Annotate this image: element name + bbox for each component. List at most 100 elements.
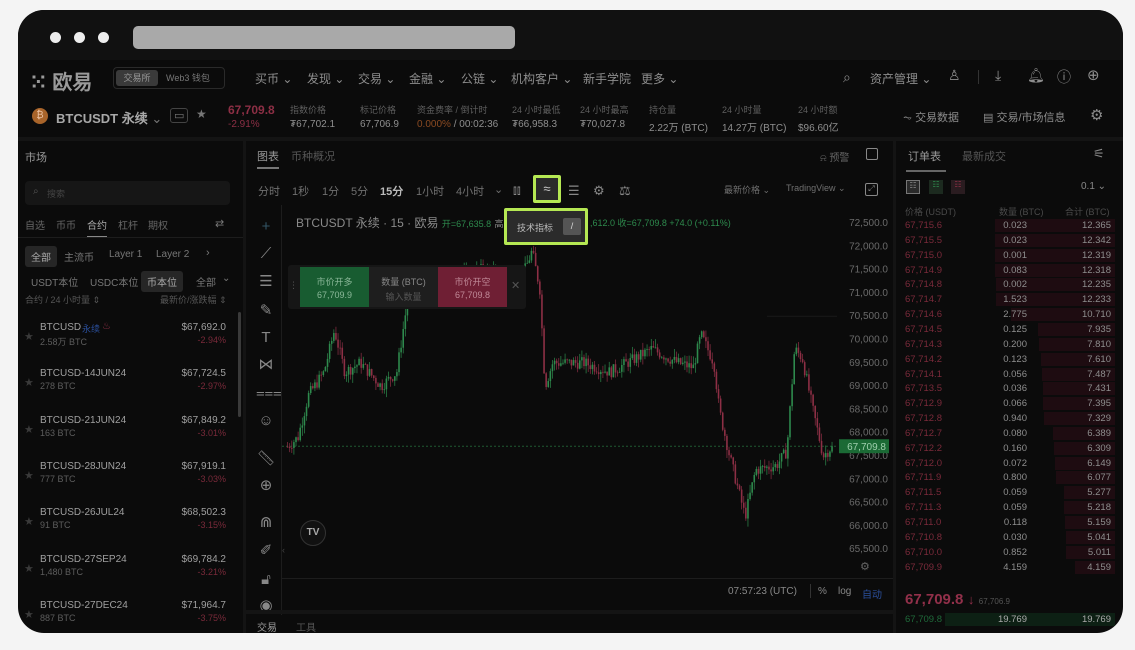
market-list-item[interactable]: ★ BTCUSD-27DEC24 887 BTC $71,964.7 -3.75…	[20, 598, 232, 638]
view-both-icon[interactable]: ☷	[906, 180, 920, 194]
quantity-input[interactable]: 数量 (BTC) 输入数量	[369, 267, 438, 307]
favorite-star-icon[interactable]: ★	[24, 377, 34, 390]
interval-option[interactable]: 分时	[258, 186, 280, 198]
window-dot[interactable]	[50, 32, 61, 43]
view-asks-icon[interactable]: ☷	[951, 180, 965, 194]
layout-list-icon[interactable]: ☰	[568, 183, 580, 198]
ask-row[interactable]: 67,712.8 0.940 7.329	[897, 411, 1119, 426]
ask-row[interactable]: 67,710.8 0.030 5.041	[897, 530, 1119, 545]
measure-icon[interactable]: ⩶	[256, 384, 282, 401]
market-tab[interactable]: 币币	[56, 221, 76, 232]
tab-exchange[interactable]: 交易所	[116, 70, 158, 86]
interval-option[interactable]: 15分	[380, 186, 404, 198]
globe-icon[interactable]: ⊕	[1087, 67, 1100, 84]
download-icon[interactable]: ⤓	[995, 67, 1002, 83]
chart-settings-icon[interactable]: ⚙	[593, 183, 605, 198]
swap-icon[interactable]: ⇄	[215, 218, 225, 230]
ask-row[interactable]: 67,715.5 0.023 12.342	[897, 233, 1119, 248]
close-icon[interactable]: ✕	[511, 280, 521, 292]
ask-row[interactable]: 67,715.6 0.023 12.365	[897, 218, 1119, 233]
ask-row[interactable]: 67,714.9 0.083 12.318	[897, 263, 1119, 278]
market-tab[interactable]: 自选	[25, 221, 45, 232]
interval-option[interactable]: 4小时	[456, 186, 485, 198]
ask-row[interactable]: 67,711.3 0.059 5.218	[897, 500, 1119, 515]
ask-row[interactable]: 67,709.9 4.159 4.159	[897, 560, 1119, 575]
settings-gear-icon[interactable]: ⚙	[1090, 107, 1104, 124]
favorite-star-icon[interactable]: ★	[24, 608, 34, 621]
interval-option[interactable]: 1小时	[416, 186, 445, 198]
tab-trade[interactable]: 交易	[257, 623, 277, 634]
eye-icon[interactable]: ◉	[259, 597, 273, 614]
ask-row[interactable]: 67,712.2 0.160 6.309	[897, 441, 1119, 456]
category-chip[interactable]: Layer 1	[109, 249, 143, 260]
lock-icon[interactable]: 🔓︎	[261, 571, 271, 588]
zoom-in-icon[interactable]: ⊕	[259, 477, 273, 494]
column-header-price[interactable]: 最新价/涨跌幅 ⇕	[160, 295, 227, 305]
interval-option[interactable]: 1秒	[292, 186, 310, 198]
info-icon[interactable]: ▭	[170, 108, 189, 123]
ask-row[interactable]: 67,711.0 0.118 5.159	[897, 515, 1119, 530]
ask-row[interactable]: 67,714.8 0.002 12.235	[897, 277, 1119, 292]
menu-item[interactable]: 机构客户 ⌄	[511, 72, 573, 86]
percent-scale-toggle[interactable]: %	[818, 586, 827, 597]
auto-scale-toggle[interactable]: 自动	[862, 590, 882, 601]
interval-option[interactable]: 5分	[351, 186, 369, 198]
menu-item[interactable]: 公链 ⌄	[461, 72, 499, 86]
price-source-dropdown[interactable]: 最新价格 ⌄	[724, 185, 771, 195]
margin-chip[interactable]: USDT本位	[31, 278, 79, 289]
market-info-button[interactable]: ▤ 交易/市场信息	[983, 109, 1066, 125]
address-bar[interactable]	[133, 26, 515, 49]
tab-web3-wallet[interactable]: Web3 钱包	[166, 73, 210, 83]
category-chip[interactable]: 主流币	[64, 253, 94, 264]
ask-row[interactable]: 67,714.7 1.523 12.233	[897, 292, 1119, 307]
interval-dropdown-icon[interactable]: ⌄	[494, 184, 504, 196]
chevron-down-icon[interactable]: ⌄	[222, 273, 231, 284]
tab-chart[interactable]: 图表	[257, 151, 279, 163]
favorite-star-icon[interactable]: ★	[24, 423, 34, 436]
engine-dropdown[interactable]: TradingView ⌄	[786, 183, 846, 193]
interval-option[interactable]: 1分	[322, 186, 340, 198]
user-icon[interactable]: ♙	[948, 67, 961, 83]
log-scale-toggle[interactable]: log	[838, 586, 852, 597]
ruler-icon[interactable]: 📏︎	[256, 450, 276, 467]
view-bids-icon[interactable]: ☷	[929, 180, 943, 194]
bell-icon[interactable]: 🔔︎	[1027, 67, 1045, 83]
margin-chip[interactable]: USDC本位	[90, 278, 139, 289]
market-tab[interactable]: 杠杆	[118, 221, 138, 232]
menu-item[interactable]: 金融 ⌄	[409, 72, 447, 86]
crosshair-icon[interactable]: +	[261, 218, 271, 235]
favorite-star-icon[interactable]: ★	[196, 107, 207, 121]
brush-icon[interactable]: ✎	[259, 302, 273, 319]
trade-data-button[interactable]: ⏦ 交易数据	[903, 109, 959, 125]
market-list-item[interactable]: ★ BTCUSD-27SEP24 1,480 BTC $69,784.2 -3.…	[20, 552, 232, 592]
emoji-icon[interactable]: ☺	[258, 412, 274, 429]
fullscreen-icon[interactable]	[866, 148, 878, 160]
asset-management-menu[interactable]: 资产管理 ⌄	[870, 72, 932, 86]
ask-row[interactable]: 67,714.2 0.123 7.610	[897, 352, 1119, 367]
market-list-item[interactable]: ★ BTCUSD 永续 ♨ 2.58万 BTC $67,692.0 -2.94%	[20, 320, 232, 360]
market-list-item[interactable]: ★ BTCUSD-28JUN24 777 BTC $67,919.1 -3.03…	[20, 459, 232, 499]
scrollbar[interactable]	[238, 312, 241, 417]
balance-scale-icon[interactable]: ⚖	[619, 183, 631, 198]
ask-row[interactable]: 67,714.1 0.056 7.487	[897, 367, 1119, 382]
margin-chip[interactable]: 全部	[196, 278, 216, 289]
ask-row[interactable]: 67,712.0 0.072 6.149	[897, 456, 1119, 471]
window-dot[interactable]	[74, 32, 85, 43]
chevron-right-icon[interactable]: ›	[206, 247, 210, 259]
symbol-selector[interactable]: BTCUSDT 永续 ⌄	[56, 111, 163, 126]
favorite-star-icon[interactable]: ★	[24, 562, 34, 575]
text-icon[interactable]: T	[261, 329, 271, 346]
time-axis-settings-icon[interactable]: ⚙	[860, 561, 870, 573]
ask-row[interactable]: 67,714.5 0.125 7.935	[897, 322, 1119, 337]
category-chip[interactable]: Layer 2	[156, 249, 190, 260]
lock-drawing-icon[interactable]: ✐	[259, 542, 273, 559]
margin-chip[interactable]: 币本位	[141, 271, 183, 292]
horizontal-lines-icon[interactable]: ☰	[259, 273, 273, 290]
drag-handle-icon[interactable]: ⋮	[289, 280, 298, 290]
market-list-item[interactable]: ★ BTCUSD-14JUN24 278 BTC $67,724.5 -2.97…	[20, 366, 232, 406]
ask-row[interactable]: 67,711.5 0.059 5.277	[897, 485, 1119, 500]
tab-recent-trades[interactable]: 最新成交	[962, 151, 1006, 163]
precision-dropdown[interactable]: 0.1 ⌄	[1081, 181, 1107, 192]
market-tab[interactable]: 合约	[87, 217, 107, 238]
search-icon[interactable]: ⌕	[843, 69, 851, 85]
